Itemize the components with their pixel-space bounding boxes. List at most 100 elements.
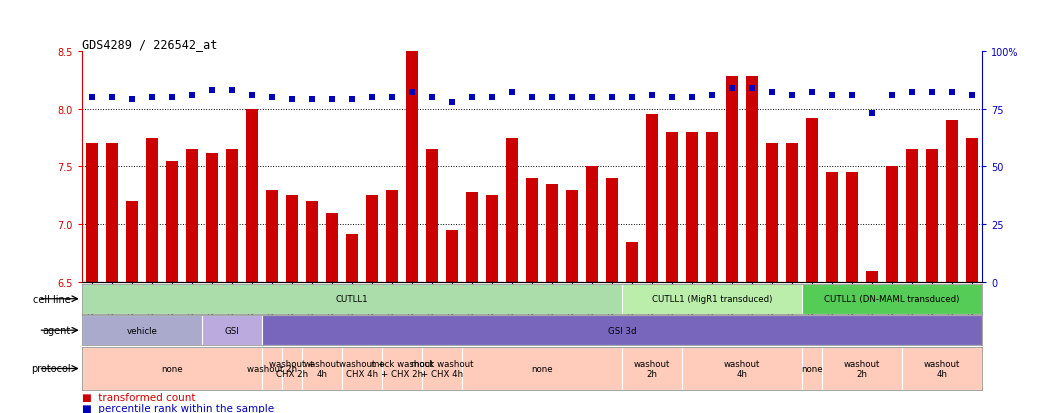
Text: washout
4h: washout 4h (723, 359, 760, 378)
Bar (586, 167, 598, 282)
Point (203, 88, 220, 94)
Point (223, 88, 240, 94)
Point (844, 92, 861, 99)
Bar (165, 161, 178, 282)
Bar (126, 202, 138, 282)
Bar (406, 52, 418, 282)
Bar (426, 150, 438, 282)
Text: none: none (801, 364, 823, 373)
Point (743, 85, 760, 92)
Point (264, 95, 281, 101)
Bar (346, 234, 358, 282)
Bar (286, 196, 297, 282)
Point (243, 92, 260, 99)
Point (183, 92, 200, 99)
Bar (886, 167, 898, 282)
Text: GSI 3d: GSI 3d (607, 326, 637, 335)
Bar (506, 138, 518, 282)
Bar (906, 150, 918, 282)
Point (603, 95, 620, 101)
Point (163, 95, 180, 101)
Bar (82, 347, 262, 390)
Bar (385, 190, 398, 282)
Point (363, 95, 380, 101)
Point (444, 99, 461, 106)
Text: washout 2h: washout 2h (247, 364, 296, 373)
Bar (806, 119, 818, 282)
Point (923, 90, 940, 97)
Bar (745, 77, 758, 282)
Bar (365, 196, 378, 282)
Bar (826, 173, 838, 282)
Text: vehicle: vehicle (127, 326, 157, 335)
Point (904, 90, 920, 97)
Bar (666, 133, 678, 282)
Point (884, 92, 900, 99)
Bar (946, 121, 958, 282)
Bar (766, 144, 778, 282)
Point (763, 90, 780, 97)
Text: cell line: cell line (34, 294, 71, 304)
Bar (246, 109, 258, 282)
Bar (802, 347, 822, 390)
Point (324, 97, 340, 103)
Bar (306, 202, 318, 282)
Point (104, 95, 120, 101)
Bar (82, 316, 202, 345)
Text: CUTLL1 (DN-MAML transduced): CUTLL1 (DN-MAML transduced) (824, 294, 960, 304)
Point (403, 90, 420, 97)
Point (723, 85, 740, 92)
Point (543, 95, 560, 101)
Text: ■  percentile rank within the sample: ■ percentile rank within the sample (82, 403, 274, 413)
Text: washout
4h: washout 4h (923, 359, 960, 378)
Point (684, 95, 700, 101)
Bar (706, 133, 718, 282)
Text: CUTLL1: CUTLL1 (335, 294, 369, 304)
Bar (686, 133, 698, 282)
Bar (302, 347, 341, 390)
Point (464, 95, 481, 101)
Point (304, 97, 320, 103)
Bar (846, 173, 859, 282)
Text: washout
2h: washout 2h (633, 359, 670, 378)
Text: none: none (161, 364, 182, 373)
Point (824, 92, 841, 99)
Bar (446, 230, 458, 282)
Point (783, 92, 800, 99)
Text: washout +
CHX 2h: washout + CHX 2h (269, 359, 315, 378)
Bar (146, 138, 158, 282)
Point (563, 95, 580, 101)
Bar (866, 271, 878, 282)
Bar (462, 347, 622, 390)
Bar (822, 347, 903, 390)
Bar (682, 347, 802, 390)
Point (583, 95, 600, 101)
Point (143, 95, 160, 101)
Bar (966, 138, 978, 282)
Bar (646, 115, 658, 282)
Bar (565, 190, 578, 282)
Text: none: none (531, 364, 553, 373)
Bar (545, 184, 558, 282)
Bar (326, 213, 338, 282)
Point (804, 90, 821, 97)
Bar (422, 347, 462, 390)
Text: agent: agent (43, 325, 71, 335)
Point (943, 90, 960, 97)
Point (423, 95, 440, 101)
Bar (626, 242, 638, 282)
Bar (466, 192, 477, 282)
Text: CUTLL1 (MigR1 transduced): CUTLL1 (MigR1 transduced) (652, 294, 772, 304)
Bar (262, 316, 982, 345)
Bar (226, 150, 238, 282)
Point (284, 97, 300, 103)
Bar (622, 284, 802, 314)
Text: ■  transformed count: ■ transformed count (82, 392, 195, 402)
Text: washout
2h: washout 2h (844, 359, 881, 378)
Bar (185, 150, 198, 282)
Point (383, 95, 400, 101)
Point (524, 95, 540, 101)
Text: mock washout
+ CHX 2h: mock washout + CHX 2h (371, 359, 433, 378)
Bar (726, 77, 738, 282)
Bar (786, 144, 798, 282)
